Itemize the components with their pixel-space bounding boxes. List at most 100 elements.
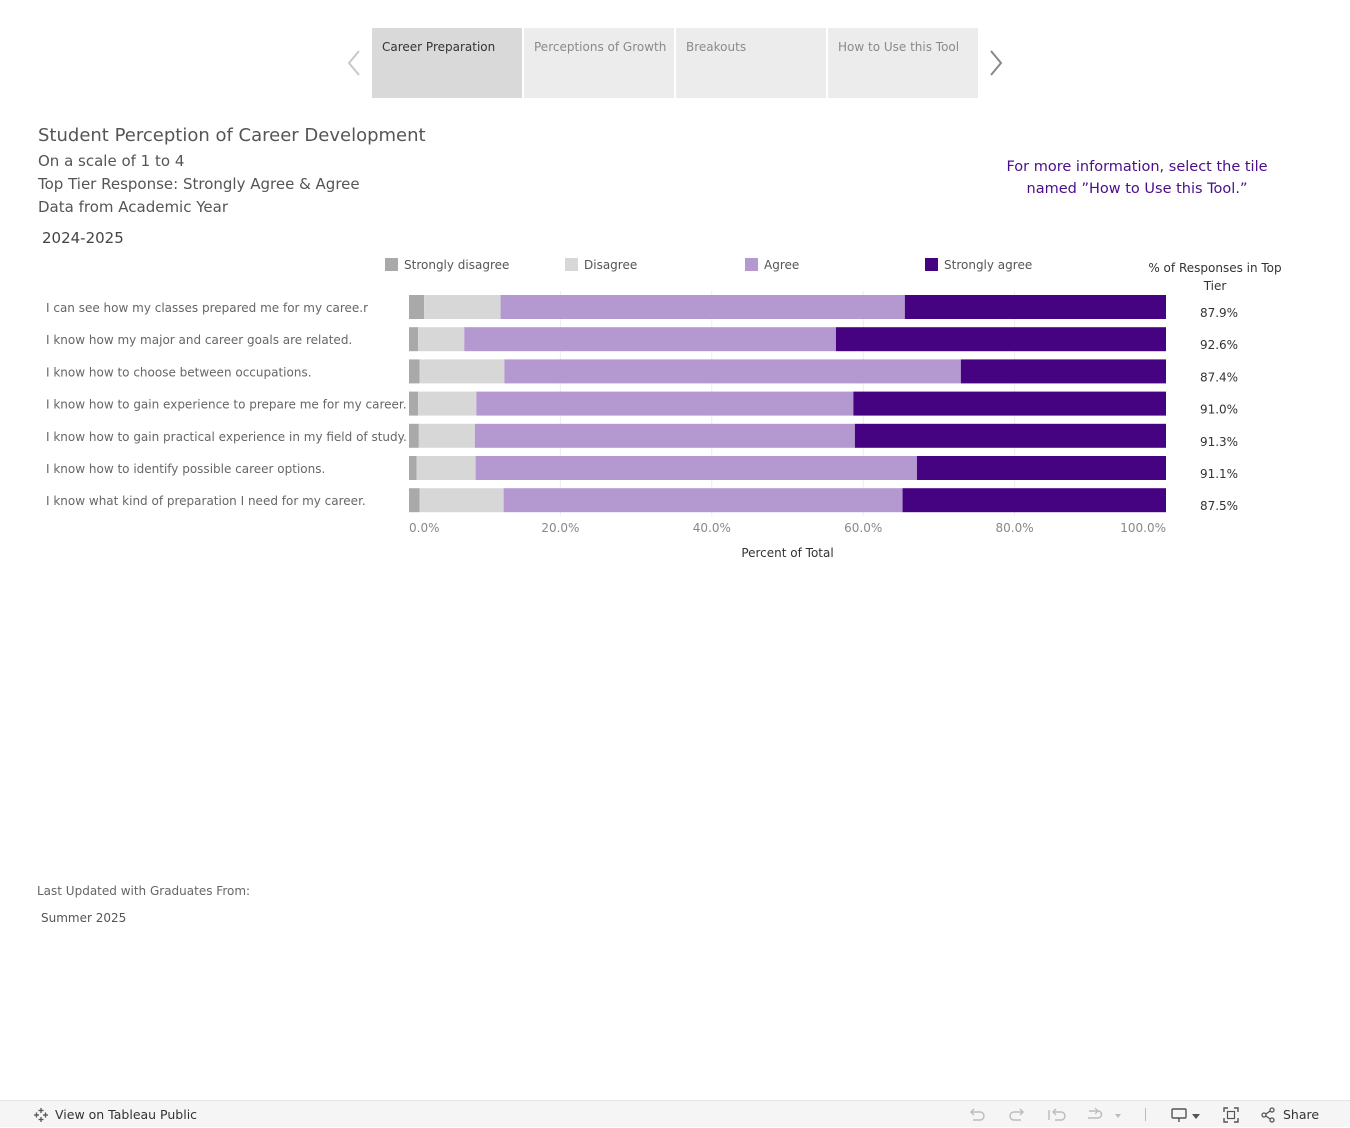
x-tick-label: 80.0% xyxy=(996,521,1034,535)
bar-segment-strongly-disagree[interactable] xyxy=(409,391,419,416)
top-tier-header-line-1: % of Responses in Top xyxy=(1148,261,1281,275)
view-on-tableau-public-link[interactable]: View on Tableau Public xyxy=(33,1101,197,1128)
bar-segment-disagree[interactable] xyxy=(418,327,465,352)
redo-button[interactable] xyxy=(1008,1101,1026,1128)
tab-career-preparation[interactable]: Career Preparation xyxy=(372,28,522,98)
info-note-line-2: named ”How to Use this Tool.” xyxy=(1026,181,1248,197)
top-tier-column-header: % of Responses in Top Tier xyxy=(1148,261,1281,293)
bar-segment-strongly-disagree[interactable] xyxy=(409,488,420,513)
legend-label-agree: Agree xyxy=(764,258,799,272)
data-from-note: Data from Academic Year xyxy=(38,198,228,216)
top-tier-value: 91.3% xyxy=(1200,435,1238,449)
fullscreen-button[interactable] xyxy=(1222,1101,1240,1128)
top-tier-header-line-2: Tier xyxy=(1203,279,1227,293)
info-note: For more information, select the tile na… xyxy=(996,156,1278,200)
undo-icon xyxy=(970,1108,985,1121)
x-tick-label: 20.0% xyxy=(541,521,579,535)
bar-segment-disagree[interactable] xyxy=(418,423,475,448)
top-tier-value: 87.5% xyxy=(1200,499,1238,513)
share-button[interactable]: Share xyxy=(1260,1101,1319,1128)
bar-segment-strongly-agree[interactable] xyxy=(904,295,1166,319)
bar-segment-strongly-disagree[interactable] xyxy=(409,423,419,448)
bar-segment-agree[interactable] xyxy=(503,488,903,513)
bar-segment-disagree[interactable] xyxy=(418,391,477,416)
bar-segment-strongly-agree[interactable] xyxy=(960,359,1166,384)
legend-swatch-agree[interactable] xyxy=(745,258,758,271)
bar-segment-strongly-agree[interactable] xyxy=(854,423,1166,448)
bar-segment-strongly-disagree[interactable] xyxy=(409,456,417,480)
undo-button[interactable] xyxy=(968,1101,986,1128)
view-on-tableau-public-label: View on Tableau Public xyxy=(55,1107,198,1122)
chart-bars xyxy=(409,295,1166,513)
bar-segment-disagree[interactable] xyxy=(419,359,505,384)
story-tab-strip: Career Preparation Perceptions of Growth… xyxy=(340,28,1010,98)
refresh-button[interactable] xyxy=(1085,1101,1121,1128)
download-icon xyxy=(1171,1107,1200,1122)
tab-breakouts[interactable]: Breakouts xyxy=(676,28,826,98)
bar-segment-agree[interactable] xyxy=(475,456,917,480)
row-label: I know how to gain experience to prepare… xyxy=(46,398,407,412)
x-tick-label: 100.0% xyxy=(1120,521,1166,535)
x-tick-label: 60.0% xyxy=(844,521,882,535)
row-label: I know how to choose between occupations… xyxy=(46,365,312,379)
bar-segment-strongly-agree[interactable] xyxy=(902,488,1166,513)
x-tick-label: 40.0% xyxy=(693,521,731,535)
revert-icon xyxy=(1048,1108,1066,1121)
x-axis-title: Percent of Total xyxy=(741,546,833,560)
legend-swatch-strongly-disagree[interactable] xyxy=(385,258,398,271)
bar-segment-agree[interactable] xyxy=(500,295,905,319)
row-label: I know how to gain practical experience … xyxy=(46,430,407,444)
fullscreen-icon xyxy=(1223,1106,1239,1123)
next-tab-arrow[interactable] xyxy=(982,46,1010,80)
revert-button[interactable] xyxy=(1047,1101,1067,1128)
legend-label-disagree: Disagree xyxy=(584,258,637,272)
last-updated-label: Last Updated with Graduates From: xyxy=(37,884,251,898)
bar-segment-agree[interactable] xyxy=(464,327,836,352)
top-tier-value: 87.4% xyxy=(1200,370,1238,384)
last-updated-value: Summer 2025 xyxy=(41,911,127,925)
scale-note: On a scale of 1 to 4 xyxy=(38,152,185,170)
legend-swatch-disagree[interactable] xyxy=(565,258,578,271)
bar-segment-agree[interactable] xyxy=(476,391,854,416)
row-label: I know what kind of preparation I need f… xyxy=(46,494,366,508)
dashboard-title: Student Perception of Career Development xyxy=(38,125,426,146)
bar-segment-disagree[interactable] xyxy=(419,488,504,513)
tableau-logo-icon xyxy=(34,1107,48,1122)
stacked-bar-chart: Strongly disagree Disagree Agree Strongly a… xyxy=(46,258,1282,560)
download-button[interactable] xyxy=(1170,1101,1202,1128)
chevron-left-icon xyxy=(347,50,360,76)
legend-swatch-strongly-agree[interactable] xyxy=(925,258,938,271)
bar-segment-agree[interactable] xyxy=(474,423,855,448)
row-label: I know how to identify possible career o… xyxy=(46,462,325,476)
info-note-line-1: For more information, select the tile xyxy=(1006,159,1268,175)
chevron-right-icon xyxy=(990,50,1003,76)
row-label: I know how my major and career goals are… xyxy=(46,333,352,347)
refresh-icon xyxy=(1088,1107,1121,1119)
share-icon xyxy=(1261,1106,1275,1123)
bar-segment-strongly-agree[interactable] xyxy=(835,327,1166,352)
bar-segment-disagree[interactable] xyxy=(416,456,476,480)
top-tier-value: 92.6% xyxy=(1200,338,1238,352)
top-tier-value: 87.9% xyxy=(1200,306,1238,320)
tab-how-to-use-this-tool[interactable]: How to Use this Tool xyxy=(828,28,978,98)
top-tier-value: 91.0% xyxy=(1200,403,1238,417)
top-tier-note: Top Tier Response: Strongly Agree & Agre… xyxy=(38,175,360,193)
tab-perceptions-of-growth[interactable]: Perceptions of Growth xyxy=(524,28,674,98)
row-labels: I can see how my classes prepared me for… xyxy=(46,301,407,508)
x-axis-ticks: 0.0% 20.0% 40.0% 60.0% 80.0% 100.0% xyxy=(409,521,1166,535)
row-label: I can see how my classes prepared me for… xyxy=(46,301,368,315)
legend-label-strongly-agree: Strongly agree xyxy=(944,258,1032,272)
bar-segment-strongly-agree[interactable] xyxy=(916,456,1166,480)
chart-legend: Strongly disagree Disagree Agree Strongly a… xyxy=(385,258,1032,272)
bar-segment-strongly-agree[interactable] xyxy=(853,391,1166,416)
bar-segment-agree[interactable] xyxy=(504,359,961,384)
bar-segment-strongly-disagree[interactable] xyxy=(409,295,425,319)
previous-tab-arrow[interactable] xyxy=(340,46,368,80)
bar-segment-disagree[interactable] xyxy=(424,295,501,319)
top-tier-values: 87.9% 92.6% 87.4% 91.0% 91.3% 91.1% 87.5% xyxy=(1200,306,1238,513)
x-tick-label: 0.0% xyxy=(409,521,440,535)
bar-segment-strongly-disagree[interactable] xyxy=(409,359,420,384)
toolbar-separator xyxy=(1145,1108,1146,1121)
bar-segment-strongly-disagree[interactable] xyxy=(409,327,419,352)
redo-icon xyxy=(1009,1108,1024,1121)
